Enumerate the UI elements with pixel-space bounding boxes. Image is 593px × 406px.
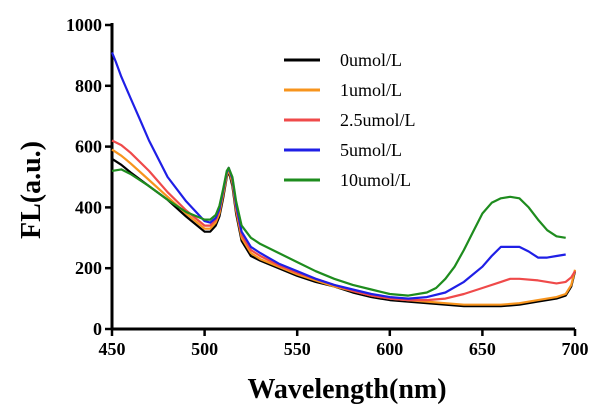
y-tick-label: 600 — [75, 137, 102, 157]
x-tick-label: 650 — [469, 339, 496, 359]
x-axis-title: Wavelength(nm) — [247, 374, 446, 405]
y-axis-title: FL(a.u.) — [16, 141, 47, 239]
x-tick-label: 600 — [376, 339, 403, 359]
y-tick-label: 800 — [75, 76, 102, 96]
legend-label: 1umol/L — [340, 80, 402, 100]
x-tick-label: 550 — [284, 339, 311, 359]
tick-labels: 450 500 550 600 650 700 0 200 400 600 800 1000 — [66, 15, 589, 359]
series-line-2 — [111, 139, 576, 302]
series-line-4 — [111, 166, 566, 297]
y-tick-label: 400 — [75, 197, 102, 217]
y-tick-label: 1000 — [66, 15, 102, 35]
x-tick-label: 450 — [99, 339, 126, 359]
series-line-0 — [111, 157, 577, 308]
legend: 0umol/L 1umol/L 2.5umol/L 5umol/L 10umol/L — [284, 50, 416, 190]
x-tick-label: 700 — [562, 339, 589, 359]
legend-label: 0umol/L — [340, 50, 402, 70]
x-tick-label: 500 — [191, 339, 218, 359]
legend-label: 5umol/L — [340, 140, 402, 160]
axes — [105, 23, 577, 336]
legend-label: 2.5umol/L — [340, 110, 416, 130]
legend-label: 10umol/L — [340, 170, 411, 190]
y-tick-label: 0 — [93, 319, 102, 339]
series-line-1 — [111, 148, 577, 306]
series-line-3 — [110, 51, 566, 300]
series-lines — [110, 51, 577, 308]
y-tick-label: 200 — [75, 258, 102, 278]
